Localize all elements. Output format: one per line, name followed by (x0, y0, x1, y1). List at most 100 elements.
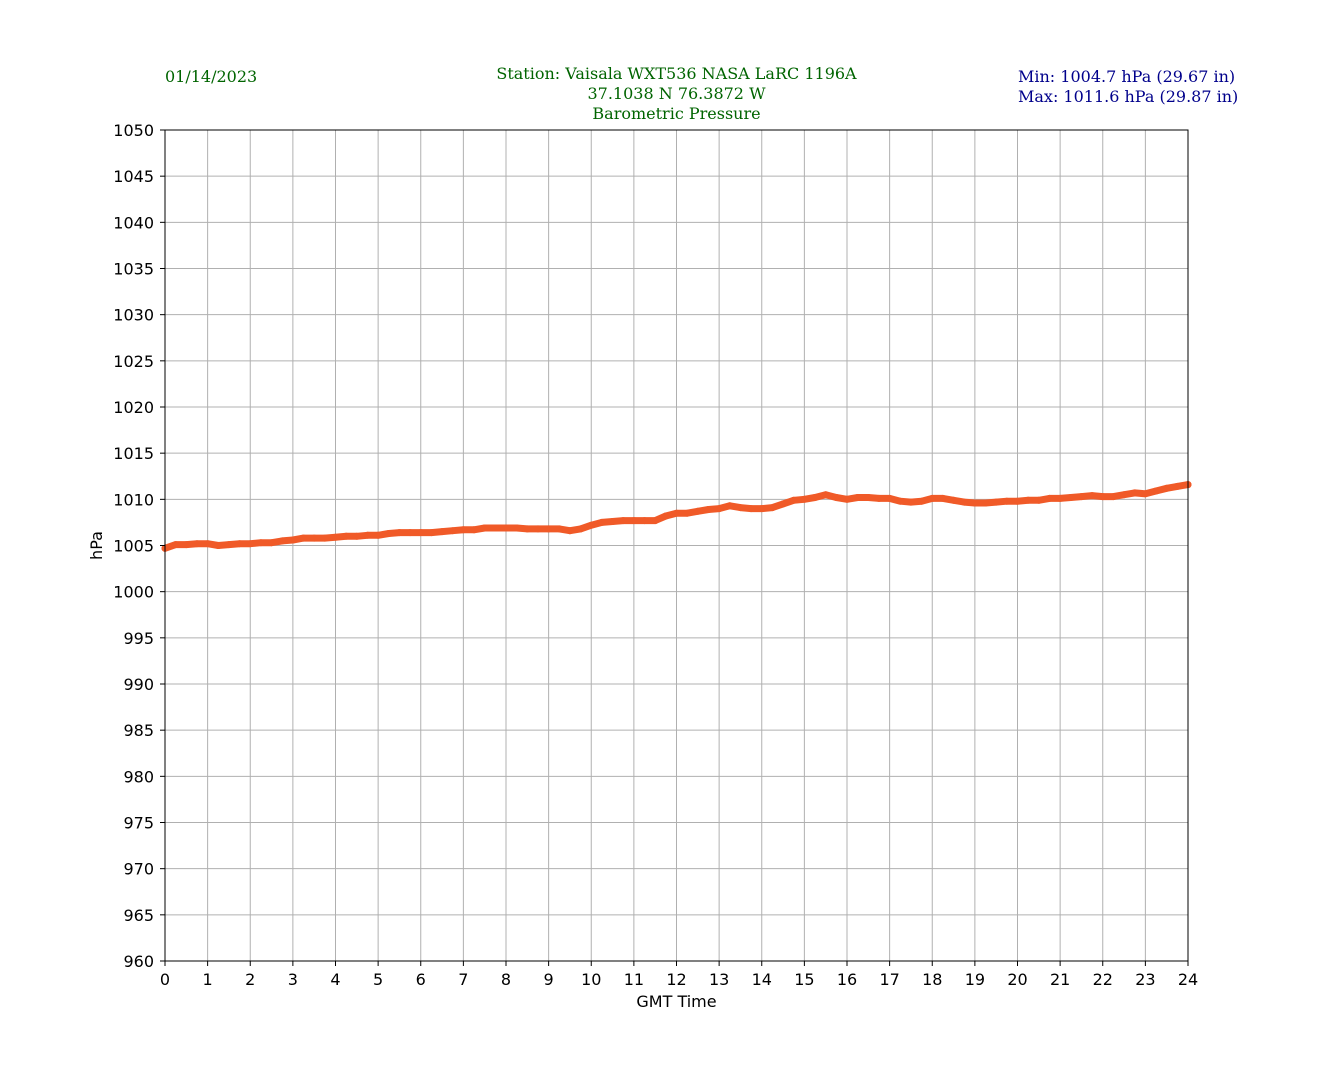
y-tick-label: 1005 (113, 537, 154, 556)
pressure-data-point (172, 541, 180, 549)
pressure-data-point (982, 499, 989, 507)
pressure-data-point (332, 533, 339, 541)
pressure-data-point (545, 525, 553, 533)
x-tick-label: 7 (458, 970, 468, 989)
x-tick-label: 16 (837, 970, 857, 989)
pressure-data-point (864, 494, 872, 501)
tick-layer: 0 1 2 3 4 5 6 7 8 9 10 11 12 13 14 15 16 17 18 19 20 21 22 23 24… (113, 121, 1198, 989)
x-tick-label: 10 (581, 970, 601, 989)
pressure-data-point (438, 528, 446, 536)
y-tick-label: 985 (123, 721, 154, 740)
pressure-data-point (214, 542, 222, 549)
pressure-data-point (747, 505, 755, 513)
y-tick-label: 1040 (113, 213, 154, 232)
pressure-data-point (470, 526, 478, 534)
y-tick-label: 1045 (113, 167, 154, 186)
pressure-data-point (1141, 490, 1149, 498)
pressure-data-point (225, 541, 233, 549)
pressure-data-point (768, 504, 776, 512)
pressure-data-point (406, 529, 414, 537)
pressure-data-point (342, 532, 350, 540)
pressure-data-point (491, 524, 499, 532)
pressure-data-point (310, 534, 318, 542)
station-line: Station: Vaisala WXT536 NASA LaRC 1196A (496, 64, 857, 83)
x-tick-label: 12 (666, 970, 686, 989)
x-axis-label: GMT Time (636, 992, 716, 1011)
y-tick-label: 1010 (113, 490, 154, 509)
pressure-data-point (790, 496, 798, 504)
pressure-data-point (886, 494, 894, 502)
pressure-data-point (1067, 494, 1075, 501)
pressure-data-point (779, 500, 787, 508)
pressure-data-point (939, 494, 947, 502)
pressure-data-point (289, 536, 297, 544)
max-value-label: Max: 1011.6 hPa (29.87 in) (1018, 87, 1239, 106)
pressure-data-point (459, 526, 467, 534)
pressure-data-point (385, 530, 393, 537)
pressure-data-point (736, 504, 744, 512)
pressure-data-point (811, 494, 819, 501)
station-header: Station: Vaisala WXT536 NASA LaRC 1196A … (0, 64, 1320, 124)
x-tick-label: 13 (709, 970, 729, 989)
pressure-data-point (609, 518, 617, 525)
pressure-data-point (1077, 493, 1085, 501)
pressure-data-point (1173, 482, 1181, 490)
pressure-data-point (619, 517, 627, 525)
pressure-data-point (513, 524, 521, 532)
y-tick-label: 980 (123, 767, 154, 786)
pressure-data-point (523, 525, 531, 533)
x-tick-label: 20 (1007, 970, 1027, 989)
y-tick-label: 970 (123, 860, 154, 879)
pressure-data-point (683, 509, 691, 517)
pressure-data-point (364, 531, 371, 539)
pressure-data-point (257, 539, 265, 547)
pressure-data-point (843, 495, 851, 503)
pressure-data-point (928, 494, 936, 502)
chart-title: Barometric Pressure (592, 104, 761, 123)
pressure-data-point (673, 509, 680, 517)
pressure-data-point (449, 527, 457, 535)
pressure-data-point (950, 496, 958, 504)
x-tick-label: 24 (1178, 970, 1198, 989)
y-tick-label: 1030 (113, 306, 154, 325)
x-tick-label: 17 (879, 970, 899, 989)
pressure-data-point (662, 512, 670, 520)
pressure-data-point (300, 534, 307, 542)
pressure-data-point (705, 506, 712, 513)
pressure-data-point (854, 494, 862, 501)
pressure-data-point (395, 529, 403, 537)
pressure-data-point (1056, 494, 1064, 502)
pressure-data-point (651, 517, 659, 525)
pressure-data-point (992, 498, 1000, 506)
pressure-data-point (875, 494, 883, 502)
min-value-label: Min: 1004.7 hPa (29.67 in) (1018, 67, 1236, 86)
pressure-data-point (1088, 492, 1096, 500)
x-tick-label: 9 (544, 970, 554, 989)
pressure-data-point (1024, 496, 1032, 504)
pressure-data-point (193, 540, 201, 548)
x-tick-label: 14 (752, 970, 772, 989)
series-layer (161, 481, 1192, 552)
pressure-data-point (630, 517, 638, 525)
pressure-data-point (182, 541, 190, 549)
x-tick-label: 2 (245, 970, 255, 989)
x-tick-label: 15 (794, 970, 814, 989)
x-tick-label: 19 (965, 970, 985, 989)
pressure-data-point (1046, 494, 1053, 502)
y-tick-label: 1015 (113, 444, 154, 463)
pressure-data-point (427, 529, 435, 537)
x-tick-label: 4 (330, 970, 340, 989)
pressure-data-point (1131, 489, 1139, 497)
x-tick-label: 21 (1050, 970, 1070, 989)
pressure-data-point (321, 534, 329, 542)
pressure-data-point (896, 497, 904, 505)
pressure-data-point (1109, 493, 1117, 501)
pressure-data-point (268, 539, 276, 547)
pressure-data-point (907, 498, 915, 506)
y-tick-label: 1025 (113, 352, 154, 371)
pressure-data-point (417, 529, 425, 537)
x-tick-label: 1 (203, 970, 213, 989)
grid-layer (164, 129, 1189, 962)
